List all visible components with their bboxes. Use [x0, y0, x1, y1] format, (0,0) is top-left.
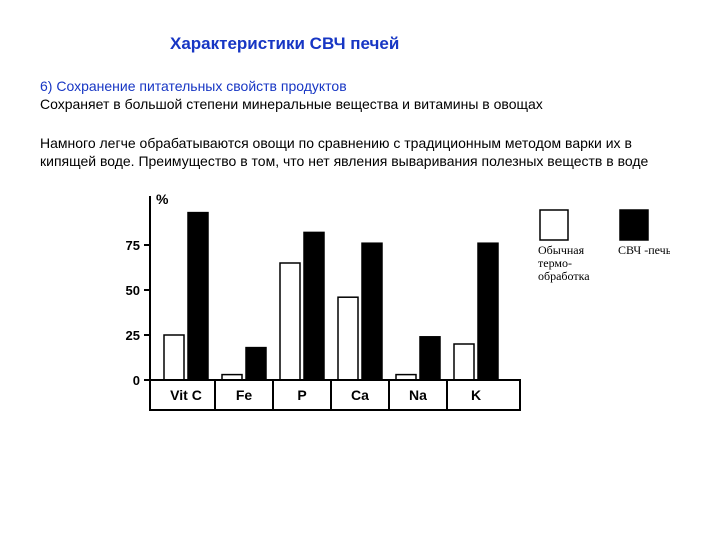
y-tick-label: 0 — [133, 373, 140, 388]
bar-chart: 0 25 50 75% Vit C Fe P Ca Na K Обычнаятермо-обрабо… — [90, 190, 670, 450]
legend-label: термо- — [538, 256, 572, 270]
y-tick-label: 75 — [126, 238, 140, 253]
page-title: Характеристики СВЧ печей — [170, 34, 399, 54]
bar — [362, 243, 382, 380]
bar — [280, 263, 300, 380]
legend-label: обработка — [538, 269, 590, 283]
x-axis-band — [150, 380, 520, 410]
x-category-label: P — [297, 387, 306, 403]
y-tick-label: 50 — [126, 283, 140, 298]
page-root: Характеристики СВЧ печей 6) Сохранение п… — [0, 0, 720, 540]
x-category-label: K — [471, 387, 481, 403]
x-category-label: Vit C — [170, 387, 202, 403]
bar — [454, 344, 474, 380]
bar — [478, 243, 498, 380]
bar — [304, 232, 324, 380]
legend-label: Обычная — [538, 243, 585, 257]
legend-label: СВЧ -печь — [618, 243, 670, 257]
paragraph-1: Сохраняет в большой степени минеральные … — [40, 96, 543, 112]
section-subheading: 6) Сохранение питательных свойств продук… — [40, 78, 347, 94]
y-tick-label: 25 — [126, 328, 140, 343]
x-category-label: Fe — [236, 387, 253, 403]
chart-figure: 0 25 50 75% Vit C Fe P Ca Na K Обычнаятермо-обрабо… — [90, 190, 670, 470]
legend-swatch — [540, 210, 568, 240]
bar — [246, 348, 266, 380]
bar — [164, 335, 184, 380]
bar — [338, 297, 358, 380]
y-axis-label: % — [156, 191, 169, 207]
x-category-label: Na — [409, 387, 427, 403]
x-category-label: Ca — [351, 387, 369, 403]
paragraph-2: Намного легче обрабатываются овощи по ср… — [40, 134, 680, 170]
bar — [420, 337, 440, 380]
legend-swatch — [620, 210, 648, 240]
bar — [188, 213, 208, 380]
